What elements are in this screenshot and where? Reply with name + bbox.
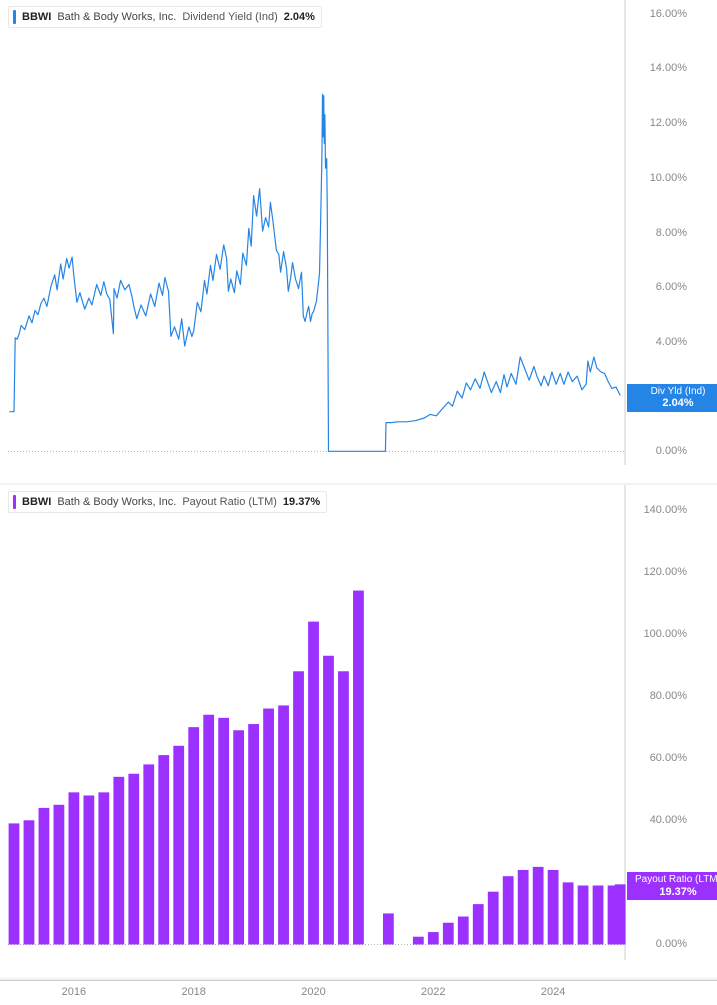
bar[interactable] xyxy=(503,876,514,944)
bar[interactable] xyxy=(578,885,589,944)
legend-ticker: BBWI xyxy=(22,496,51,508)
bar[interactable] xyxy=(158,755,169,944)
badge-title: Div Yld (Ind) xyxy=(633,386,717,398)
bar[interactable] xyxy=(278,705,289,944)
legend-ticker: BBWI xyxy=(22,11,51,23)
legend-company-name: Bath & Body Works, Inc. xyxy=(57,496,176,508)
x-tick-label: 2018 xyxy=(181,986,205,1005)
x-axis-line xyxy=(0,980,717,981)
bar[interactable] xyxy=(218,718,229,945)
bar[interactable] xyxy=(563,882,574,944)
bar[interactable] xyxy=(188,727,199,944)
legend-value: 19.37% xyxy=(283,496,320,508)
bar[interactable] xyxy=(353,591,364,945)
badge-value: 2.04% xyxy=(633,397,717,410)
bar[interactable] xyxy=(443,923,454,945)
chart-legend: BBWI Bath & Body Works, Inc. Payout Ratio … xyxy=(8,491,327,513)
legend-metric: Payout Ratio (LTM) xyxy=(182,496,277,508)
y-tick-label: 4.00% xyxy=(633,336,691,348)
y-tick-label: 120.00% xyxy=(633,566,691,578)
y-tick-label: 12.00% xyxy=(633,117,691,129)
bar[interactable] xyxy=(128,774,139,945)
legend-metric: Dividend Yield (Ind) xyxy=(182,11,277,23)
bar[interactable] xyxy=(113,777,124,945)
bar[interactable] xyxy=(308,622,319,945)
y-tick-label: 6.00% xyxy=(633,281,691,293)
bar[interactable] xyxy=(173,746,184,945)
chart-legend: BBWI Bath & Body Works, Inc. Dividend Yiel… xyxy=(8,6,322,28)
legend-value: 2.04% xyxy=(284,11,315,23)
bar[interactable] xyxy=(615,884,626,944)
y-tick-label: 14.00% xyxy=(633,62,691,74)
bar-chart-svg[interactable] xyxy=(0,485,717,980)
y-tick-label: 0.00% xyxy=(633,445,691,457)
bar[interactable] xyxy=(488,892,499,945)
bar[interactable] xyxy=(98,792,109,944)
x-axis: 2016 2018 2020 2022 2024 xyxy=(0,980,717,1005)
bar[interactable] xyxy=(548,870,559,945)
payout-ratio-panel: 0.00%20.00%40.00%60.00%80.00%100.00%120.… xyxy=(0,485,717,980)
x-tick-label: 2020 xyxy=(301,986,325,1005)
y-tick-label: 10.00% xyxy=(633,172,691,184)
y-tick-label: 40.00% xyxy=(633,814,691,826)
bar[interactable] xyxy=(593,885,604,944)
legend-color-bar xyxy=(13,10,16,24)
legend-company-name: Bath & Body Works, Inc. xyxy=(57,11,176,23)
payout-ratio-badge: Payout Ratio (LTM)19.37% xyxy=(627,872,717,900)
line-chart-svg[interactable] xyxy=(0,0,717,485)
bar[interactable] xyxy=(338,671,349,944)
y-tick-label: 8.00% xyxy=(633,227,691,239)
bar[interactable] xyxy=(203,715,214,945)
bar[interactable] xyxy=(458,917,469,945)
y-tick-label: 16.00% xyxy=(633,8,691,20)
badge-title: Payout Ratio (LTM) xyxy=(633,874,717,886)
bar[interactable] xyxy=(39,808,50,945)
x-tick-label: 2024 xyxy=(541,986,565,1005)
bar[interactable] xyxy=(518,870,529,945)
x-tick-label: 2016 xyxy=(62,986,86,1005)
x-tick-label: 2022 xyxy=(421,986,445,1005)
dividend-yield-panel: 0.00%2.00%4.00%6.00%8.00%10.00%12.00%14.… xyxy=(0,0,717,485)
bar[interactable] xyxy=(24,820,35,944)
bar[interactable] xyxy=(83,795,94,944)
bar[interactable] xyxy=(263,709,274,945)
bar[interactable] xyxy=(233,730,244,944)
y-tick-label: 100.00% xyxy=(633,628,691,640)
bar[interactable] xyxy=(473,904,484,944)
bar[interactable] xyxy=(428,932,439,944)
bar[interactable] xyxy=(323,656,334,945)
y-tick-label: 140.00% xyxy=(633,504,691,516)
line-series[interactable] xyxy=(9,94,620,451)
bar[interactable] xyxy=(248,724,259,944)
legend-color-bar xyxy=(13,495,16,509)
y-tick-label: 0.00% xyxy=(633,938,691,950)
bar[interactable] xyxy=(533,867,544,945)
bar[interactable] xyxy=(293,671,304,944)
badge-value: 19.37% xyxy=(633,886,717,899)
bar[interactable] xyxy=(69,792,80,944)
bar[interactable] xyxy=(413,937,424,945)
y-tick-label: 80.00% xyxy=(633,690,691,702)
y-tick-label: 60.00% xyxy=(633,752,691,764)
bar[interactable] xyxy=(383,913,394,944)
bar[interactable] xyxy=(9,823,20,944)
bar[interactable] xyxy=(54,805,65,945)
bar[interactable] xyxy=(143,764,154,944)
div-yield-badge: Div Yld (Ind)2.04% xyxy=(627,384,717,412)
